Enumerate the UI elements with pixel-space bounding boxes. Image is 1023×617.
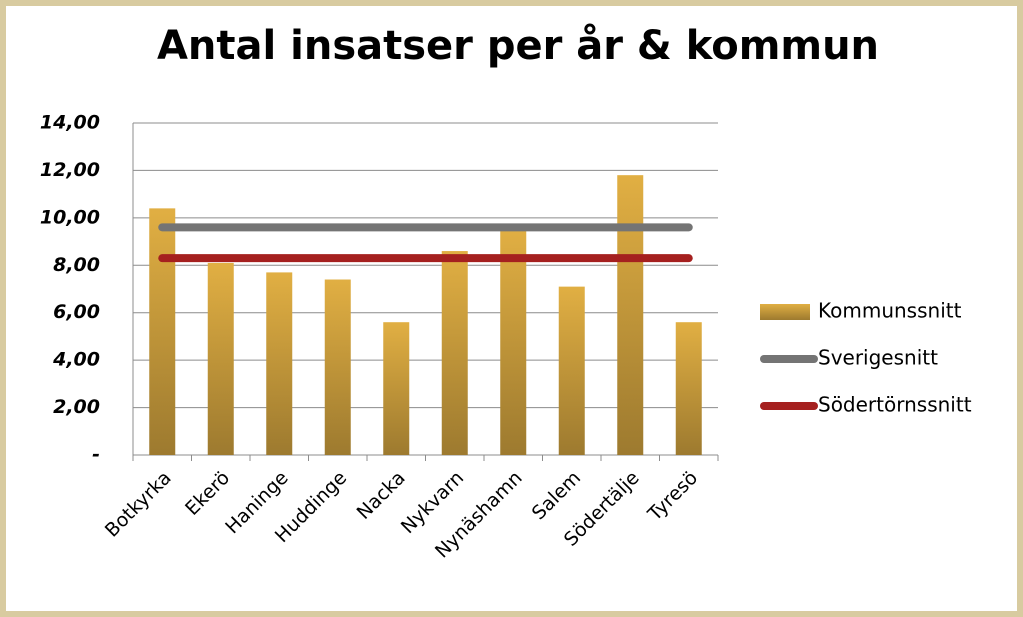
x-tick-label: Botkyrka xyxy=(101,467,176,542)
bar xyxy=(266,272,293,455)
y-tick-label: 8,00 xyxy=(53,254,100,276)
x-tick-label: Ekerö xyxy=(181,467,234,520)
bar xyxy=(617,175,644,455)
bar xyxy=(149,208,176,455)
y-tick-label: 14,00 xyxy=(40,112,100,134)
y-tick-label: 2,00 xyxy=(53,396,100,418)
bar xyxy=(324,279,351,455)
bar xyxy=(441,251,468,455)
x-tick-label: Tyresö xyxy=(643,467,702,526)
legend-label: Sverigesnitt xyxy=(818,346,938,370)
y-tick-label: - xyxy=(92,444,100,466)
x-tick-label: Nacka xyxy=(353,467,410,524)
legend-label: Södertörnssnitt xyxy=(818,393,972,417)
bar xyxy=(558,286,585,455)
x-tick-label: Salem xyxy=(528,467,585,524)
bar xyxy=(207,262,234,455)
y-tick-label: 10,00 xyxy=(40,206,100,228)
y-tick-label: 4,00 xyxy=(52,349,100,371)
chart-title: Antal insatser per år & kommun xyxy=(157,22,879,69)
bar xyxy=(500,229,527,455)
bar xyxy=(383,322,410,455)
y-tick-label: 6,00 xyxy=(53,301,100,323)
bar xyxy=(675,322,702,455)
legend-label: Kommunssnitt xyxy=(818,299,962,323)
y-tick-label: 12,00 xyxy=(40,159,100,181)
legend-swatch xyxy=(760,304,810,320)
